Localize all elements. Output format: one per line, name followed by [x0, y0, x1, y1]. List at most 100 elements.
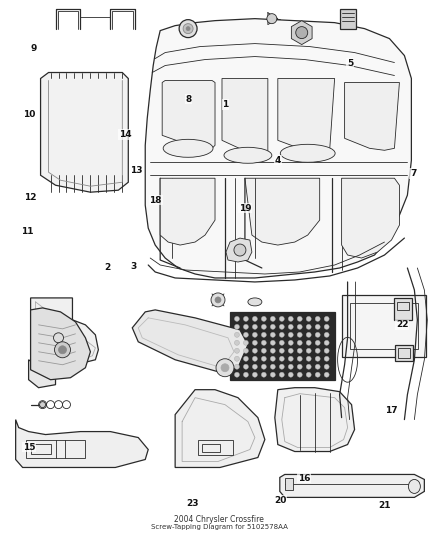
Circle shape [315, 364, 320, 369]
Ellipse shape [248, 298, 262, 306]
Circle shape [315, 325, 320, 329]
Circle shape [297, 317, 302, 321]
Ellipse shape [280, 144, 335, 162]
Circle shape [288, 333, 293, 337]
Polygon shape [280, 474, 424, 497]
Circle shape [306, 364, 311, 369]
Circle shape [270, 325, 276, 329]
Bar [339, 9, 356, 29]
Circle shape [288, 364, 293, 369]
Circle shape [267, 14, 277, 23]
Circle shape [297, 348, 302, 353]
Polygon shape [175, 390, 265, 467]
Circle shape [261, 333, 266, 337]
Circle shape [234, 340, 240, 345]
Circle shape [261, 356, 266, 361]
Circle shape [315, 356, 320, 361]
Text: 22: 22 [396, 320, 409, 329]
Bar [198, 440, 233, 455]
Circle shape [297, 372, 302, 377]
Circle shape [234, 244, 246, 256]
Text: 2004 Chrysler Crossfire: 2004 Chrysler Crossfire [174, 515, 264, 524]
Circle shape [315, 333, 320, 337]
Polygon shape [291, 21, 312, 45]
Circle shape [244, 325, 248, 329]
Circle shape [306, 356, 311, 361]
Circle shape [324, 340, 329, 345]
Circle shape [270, 356, 276, 361]
Text: 4: 4 [275, 156, 281, 165]
Circle shape [279, 317, 284, 321]
Circle shape [288, 325, 293, 329]
Circle shape [244, 372, 248, 377]
Circle shape [297, 325, 302, 329]
Circle shape [288, 340, 293, 345]
Ellipse shape [224, 147, 272, 163]
Circle shape [324, 317, 329, 321]
Circle shape [306, 340, 311, 345]
Circle shape [288, 317, 293, 321]
Circle shape [215, 297, 221, 303]
Circle shape [244, 317, 248, 321]
Circle shape [279, 356, 284, 361]
Polygon shape [160, 178, 215, 245]
Circle shape [252, 348, 258, 353]
Polygon shape [278, 78, 335, 154]
Circle shape [270, 372, 276, 377]
Polygon shape [342, 178, 399, 258]
Circle shape [306, 372, 311, 377]
Circle shape [261, 364, 266, 369]
Text: 19: 19 [239, 204, 251, 213]
Bar [396, 345, 413, 361]
Circle shape [244, 348, 248, 353]
Circle shape [306, 348, 311, 353]
Circle shape [279, 333, 284, 337]
Text: 7: 7 [410, 169, 417, 178]
Circle shape [279, 340, 284, 345]
Circle shape [216, 359, 234, 377]
Circle shape [297, 364, 302, 369]
Text: 8: 8 [185, 94, 191, 103]
Text: 23: 23 [187, 498, 199, 507]
Circle shape [252, 372, 258, 377]
Polygon shape [132, 310, 248, 372]
Circle shape [261, 325, 266, 329]
Circle shape [297, 333, 302, 337]
Text: 3: 3 [131, 262, 137, 271]
Bar [395, 298, 413, 320]
Circle shape [252, 325, 258, 329]
Circle shape [211, 293, 225, 307]
Polygon shape [31, 308, 90, 379]
Circle shape [279, 372, 284, 377]
Bar [25, 440, 85, 457]
Circle shape [279, 325, 284, 329]
Circle shape [59, 346, 67, 354]
Circle shape [244, 356, 248, 361]
Polygon shape [245, 178, 320, 245]
Circle shape [288, 356, 293, 361]
Bar [350, 303, 418, 349]
Text: 21: 21 [379, 501, 391, 510]
Circle shape [261, 372, 266, 377]
Circle shape [221, 364, 229, 372]
Circle shape [279, 364, 284, 369]
Polygon shape [16, 419, 148, 467]
Polygon shape [222, 78, 268, 155]
Circle shape [324, 364, 329, 369]
Circle shape [183, 23, 193, 34]
Circle shape [244, 340, 248, 345]
Circle shape [244, 333, 248, 337]
Circle shape [186, 27, 190, 30]
Circle shape [270, 364, 276, 369]
Polygon shape [345, 83, 399, 150]
Circle shape [324, 372, 329, 377]
Polygon shape [41, 72, 128, 192]
Circle shape [270, 340, 276, 345]
Circle shape [315, 372, 320, 377]
Circle shape [324, 325, 329, 329]
Polygon shape [28, 360, 56, 387]
Text: Screw-Tapping Diagram for 5102578AA: Screw-Tapping Diagram for 5102578AA [151, 524, 287, 530]
Circle shape [288, 348, 293, 353]
Text: 14: 14 [119, 130, 131, 139]
Circle shape [252, 364, 258, 369]
